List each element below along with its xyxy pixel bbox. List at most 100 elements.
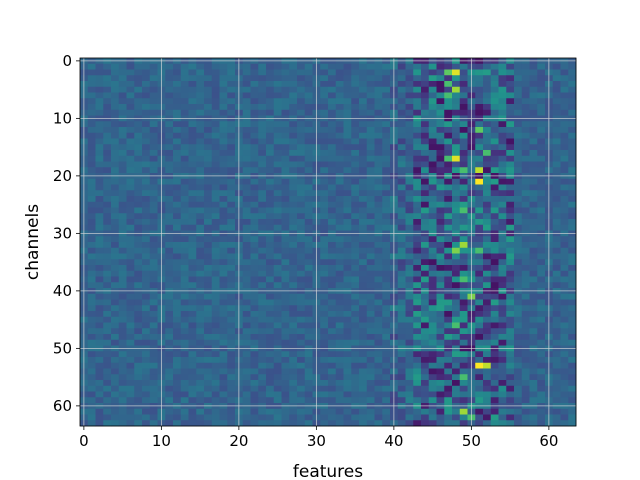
heatmap-cell <box>483 276 492 283</box>
heatmap-cell <box>529 138 538 145</box>
heatmap-cell <box>444 276 453 283</box>
heatmap-cell <box>366 201 375 208</box>
heatmap-cell <box>498 138 507 145</box>
heatmap-cell <box>568 357 577 364</box>
heatmap-cell <box>126 109 135 116</box>
heatmap-cell <box>204 305 213 312</box>
heatmap-cell <box>188 81 197 88</box>
heatmap-cell <box>506 184 515 191</box>
heatmap-cell <box>421 368 430 375</box>
heatmap-cell <box>173 334 182 341</box>
heatmap-cell <box>281 178 290 185</box>
heatmap-cell <box>328 242 337 249</box>
heatmap-cell <box>537 357 546 364</box>
heatmap-cell <box>483 362 492 369</box>
heatmap-cell <box>490 299 499 306</box>
heatmap-cell <box>126 121 135 128</box>
heatmap-cell <box>304 69 313 76</box>
heatmap-cell <box>374 201 383 208</box>
heatmap-cell <box>444 420 453 427</box>
heatmap-cell <box>421 328 430 335</box>
heatmap-cell <box>118 265 127 272</box>
heatmap-cell <box>428 196 437 203</box>
heatmap-cell <box>266 178 275 185</box>
heatmap-cell <box>258 63 267 70</box>
heatmap-cell <box>111 380 120 387</box>
heatmap-cell <box>351 247 360 254</box>
heatmap-cell <box>366 207 375 214</box>
heatmap-cell <box>444 219 453 226</box>
heatmap-cell <box>529 282 538 289</box>
heatmap-cell <box>521 380 530 387</box>
heatmap-cell <box>87 253 96 260</box>
heatmap-cell <box>142 127 151 134</box>
heatmap-cell <box>118 259 127 266</box>
heatmap-cell <box>436 132 445 139</box>
heatmap-cell <box>498 184 507 191</box>
heatmap-cell <box>475 167 484 174</box>
heatmap-cell <box>258 236 267 243</box>
heatmap-cell <box>436 184 445 191</box>
heatmap-cell <box>289 63 298 70</box>
heatmap-cell <box>343 190 352 197</box>
heatmap-cell <box>204 69 213 76</box>
heatmap-cell <box>95 305 104 312</box>
heatmap-cell <box>304 322 313 329</box>
heatmap-cell <box>413 161 422 168</box>
heatmap-cell <box>320 276 329 283</box>
heatmap-cell <box>483 184 492 191</box>
heatmap-cell <box>483 201 492 208</box>
heatmap-cell <box>343 385 352 392</box>
heatmap-cell <box>219 247 228 254</box>
heatmap-cell <box>142 357 151 364</box>
heatmap-cell <box>95 259 104 266</box>
heatmap-cell <box>521 265 530 272</box>
heatmap-cell <box>142 184 151 191</box>
heatmap-cell <box>142 253 151 260</box>
heatmap-cell <box>211 385 220 392</box>
heatmap-cell <box>188 339 197 346</box>
heatmap-cell <box>103 150 112 157</box>
heatmap-cell <box>436 282 445 289</box>
heatmap-cell <box>227 109 236 116</box>
heatmap-cell <box>103 328 112 335</box>
heatmap-cell <box>459 121 468 128</box>
heatmap-cell <box>258 201 267 208</box>
heatmap-cell <box>483 420 492 427</box>
heatmap-cell <box>219 167 228 174</box>
heatmap-cell <box>95 247 104 254</box>
heatmap-cell <box>521 127 530 134</box>
heatmap-cell <box>359 316 368 323</box>
heatmap-cell <box>258 322 267 329</box>
heatmap-cell <box>328 155 337 162</box>
heatmap-cell <box>266 305 275 312</box>
heatmap-cell <box>366 155 375 162</box>
heatmap-cell <box>126 144 135 151</box>
heatmap-cell <box>211 167 220 174</box>
heatmap-cell <box>188 127 197 134</box>
heatmap-cell <box>560 305 569 312</box>
heatmap-cell <box>459 351 468 358</box>
heatmap-cell <box>444 397 453 404</box>
heatmap-cell <box>335 104 344 111</box>
heatmap-cell <box>219 138 228 145</box>
heatmap-cell <box>428 265 437 272</box>
heatmap-cell <box>219 81 228 88</box>
heatmap-cell <box>514 98 523 105</box>
heatmap-cell <box>289 316 298 323</box>
heatmap-cell <box>196 81 205 88</box>
heatmap-cell <box>397 334 406 341</box>
heatmap-cell <box>196 397 205 404</box>
heatmap-cell <box>289 92 298 99</box>
y-axis-label: channels <box>23 204 43 280</box>
heatmap-cell <box>514 299 523 306</box>
heatmap-cell <box>281 391 290 398</box>
heatmap-cell <box>219 253 228 260</box>
heatmap-cell <box>421 339 430 346</box>
heatmap-cell <box>405 190 414 197</box>
heatmap-cell <box>266 374 275 381</box>
heatmap-cell <box>374 391 383 398</box>
heatmap-cell <box>382 63 391 70</box>
heatmap-cell <box>188 397 197 404</box>
heatmap-cell <box>506 276 515 283</box>
